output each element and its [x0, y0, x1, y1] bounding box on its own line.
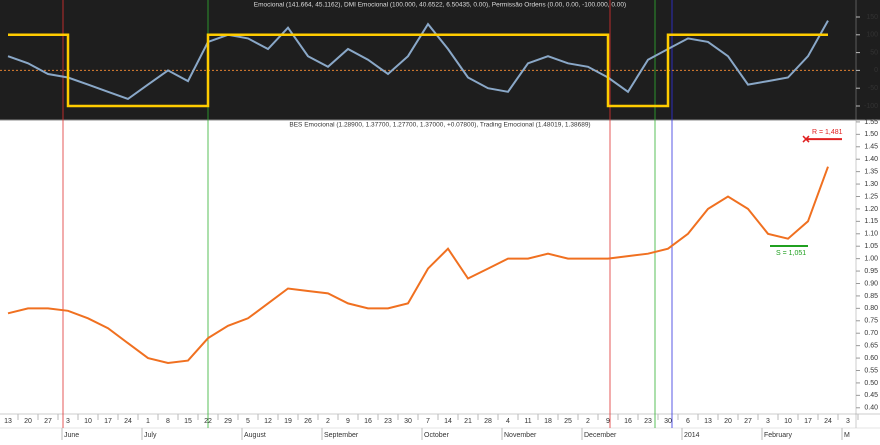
month-label: June	[64, 432, 79, 439]
x-tick-label: 30	[664, 418, 672, 425]
x-tick-label: 9	[606, 418, 610, 425]
x-tick-label: 12	[264, 418, 272, 425]
y-tick-label: 0.55	[864, 367, 878, 374]
x-tick-label: 27	[44, 418, 52, 425]
data-line	[8, 33, 828, 108]
x-tick-label: 29	[224, 418, 232, 425]
x-tick-label: 3	[846, 418, 850, 425]
x-tick-label: 21	[464, 418, 472, 425]
y-tick-label: 1.30	[864, 181, 878, 188]
y-tick-label: 1.50	[864, 131, 878, 138]
x-tick-label: 20	[724, 418, 732, 425]
x-tick-label: 30	[404, 418, 412, 425]
y-tick-label: 0.65	[864, 342, 878, 349]
x-tick-label: 13	[4, 418, 12, 425]
y-tick-label: 150	[866, 14, 878, 21]
month-label: 2014	[684, 432, 700, 439]
y-tick-label: 0.50	[864, 380, 878, 387]
y-tick-label: 1.15	[864, 218, 878, 225]
y-tick-label: 0.85	[864, 293, 878, 300]
y-tick-label: 1.55	[864, 119, 878, 126]
x-tick-label: 7	[426, 418, 430, 425]
month-label: October	[424, 432, 450, 439]
x-tick-label: 16	[364, 418, 372, 425]
indicator-title: Emocional (141.664, 45.1162), DMI Emocio…	[254, 2, 626, 9]
x-tick-label: 9	[346, 418, 350, 425]
y-tick-label: 0.95	[864, 268, 878, 275]
x-tick-label: 2	[326, 418, 330, 425]
x-tick-label: 14	[444, 418, 452, 425]
x-tick-label: 24	[124, 418, 132, 425]
x-tick-label: 18	[544, 418, 552, 425]
x-tick-label: 27	[744, 418, 752, 425]
x-tick-label: 6	[686, 418, 690, 425]
x-tick-label: 22	[204, 418, 212, 425]
level-marker	[802, 135, 810, 143]
y-tick-label: 0.80	[864, 305, 878, 312]
x-tick-label: 15	[184, 418, 192, 425]
x-tick-label: 11	[524, 418, 531, 425]
y-tick-label: 1.05	[864, 243, 878, 250]
y-tick-label: 1.20	[864, 206, 878, 213]
x-tick-label: 13	[704, 418, 712, 425]
y-tick-label: 0.70	[864, 330, 878, 337]
month-label: December	[584, 432, 617, 439]
x-tick-label: 5	[246, 418, 250, 425]
x-tick-label: 8	[166, 418, 170, 425]
y-tick-label: 50	[870, 49, 878, 56]
y-tick-label: 1.45	[864, 144, 878, 151]
y-tick-label: 1.25	[864, 193, 878, 200]
x-tick-label: 24	[824, 418, 832, 425]
y-tick-label: 0.45	[864, 392, 878, 399]
data-line	[7, 166, 829, 365]
x-tick-label: 1	[146, 418, 150, 425]
x-tick-label: 3	[766, 418, 770, 425]
month-label: September	[324, 432, 359, 439]
y-tick-label: 0	[874, 67, 878, 74]
indicator-panel	[0, 0, 880, 120]
y-tick-label: 0.60	[864, 355, 878, 362]
x-tick-label: 23	[644, 418, 652, 425]
month-label: M	[844, 432, 850, 439]
y-tick-label: 0.90	[864, 280, 878, 287]
y-tick-label: -50	[868, 85, 878, 92]
data-line	[7, 20, 829, 101]
x-tick-label: 2	[586, 418, 590, 425]
y-tick-label: -100	[864, 103, 878, 110]
x-tick-label: 17	[804, 418, 812, 425]
x-tick-label: 23	[384, 418, 392, 425]
x-tick-label: 19	[284, 418, 292, 425]
x-tick-label: 10	[784, 418, 792, 425]
y-tick-label: 1.35	[864, 168, 878, 175]
y-tick-label: 0.40	[864, 405, 878, 412]
y-tick-label: 1.00	[864, 255, 878, 262]
x-tick-label: 10	[84, 418, 92, 425]
level-label: R = 1,481	[812, 129, 843, 136]
month-label: July	[144, 432, 157, 439]
y-tick-label: 1.40	[864, 156, 878, 163]
y-tick-label: 1.10	[864, 231, 878, 238]
x-tick-label: 25	[564, 418, 572, 425]
x-tick-label: 4	[506, 418, 510, 425]
y-tick-label: 0.75	[864, 318, 878, 325]
month-label: November	[504, 432, 537, 439]
chart-title: BES Emocional (1.28900, 1.37700, 1.27700…	[289, 122, 590, 129]
month-label: February	[764, 432, 793, 439]
x-tick-label: 26	[304, 418, 312, 425]
month-label: August	[244, 432, 266, 439]
x-tick-label: 28	[484, 418, 492, 425]
y-tick-label: 100	[866, 32, 878, 39]
x-tick-label: 16	[624, 418, 632, 425]
level-label: S = 1,051	[776, 250, 806, 257]
x-tick-label: 3	[66, 418, 70, 425]
x-tick-label: 17	[104, 418, 112, 425]
x-tick-label: 20	[24, 418, 32, 425]
